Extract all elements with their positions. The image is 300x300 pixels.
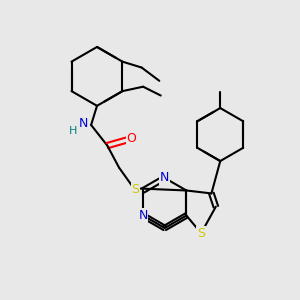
Text: N: N: [160, 172, 169, 184]
Text: O: O: [127, 132, 136, 145]
Text: N: N: [79, 117, 88, 130]
Text: S: S: [131, 183, 139, 196]
Text: S: S: [197, 227, 205, 240]
Text: H: H: [69, 126, 77, 136]
Text: N: N: [138, 209, 148, 222]
